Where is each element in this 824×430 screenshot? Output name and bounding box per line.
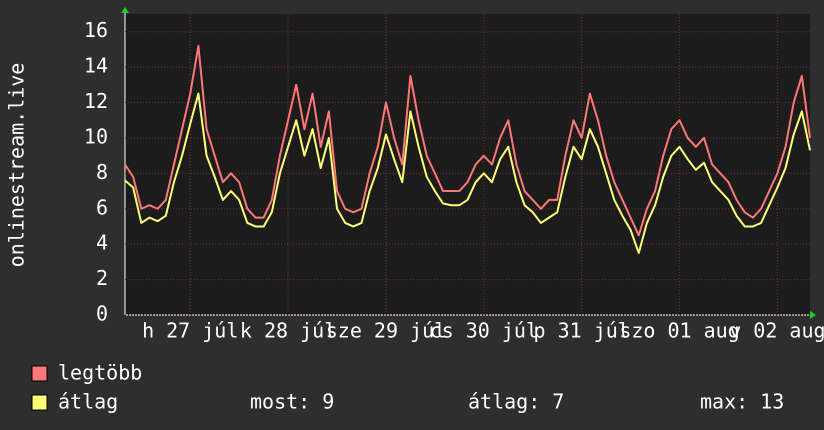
x-tick-label: v 02 aug — [729, 319, 824, 343]
y-tick-label: 4 — [96, 231, 108, 255]
series-line — [124, 44, 811, 237]
y-tick-label: 12 — [84, 89, 108, 113]
y-tick-label: 8 — [96, 160, 108, 184]
legend-label: átlag — [58, 390, 118, 414]
x-tick-label: sze 29 júl — [326, 319, 446, 343]
y-tick-label: 16 — [84, 18, 108, 42]
legend-swatch — [31, 394, 48, 411]
x-arrow — [810, 311, 816, 319]
x-tick-label: szo 01 aug — [619, 319, 739, 343]
y-tick-label: 0 — [96, 302, 108, 326]
x-tick-label: k 28 júl — [240, 319, 336, 343]
x-tick-label: cs 30 júl — [430, 319, 538, 343]
stat-label: átlag: — [468, 390, 540, 414]
legend-label: legtöbb — [58, 361, 142, 385]
x-tick-label: p 31 júl — [534, 319, 630, 343]
x-tick-label: h 27 júl — [142, 319, 238, 343]
legend-swatch — [31, 365, 48, 382]
y-tick-label: 6 — [96, 195, 108, 219]
y-tick-label: 2 — [96, 266, 108, 290]
plot-area — [125, 14, 810, 315]
stat-label: most: — [250, 390, 310, 414]
y-axis-label: onlinestream.live — [5, 63, 29, 268]
stat-value: 9 — [322, 390, 334, 414]
stat-value: 7 — [552, 390, 564, 414]
y-arrow — [121, 7, 129, 13]
y-tick-label: 10 — [84, 124, 108, 148]
y-tick-label: 14 — [84, 54, 108, 78]
series-line — [124, 92, 811, 255]
stat-label: max: — [700, 390, 748, 414]
stat-value: 13 — [760, 390, 784, 414]
